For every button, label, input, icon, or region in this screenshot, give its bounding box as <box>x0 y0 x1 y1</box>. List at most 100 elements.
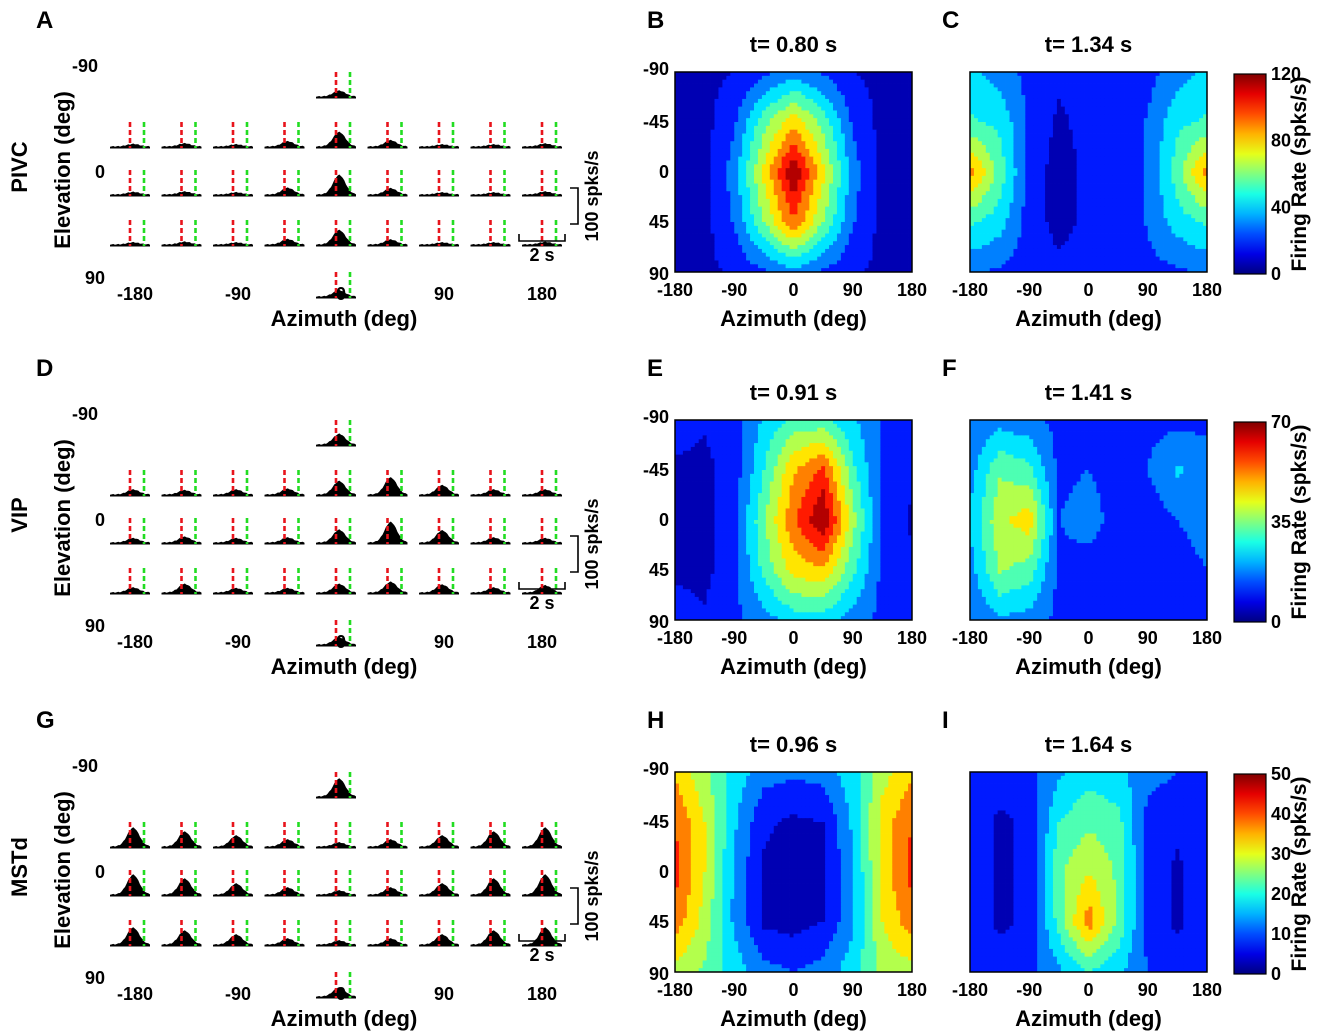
heatmap-cell <box>1072 175 1078 181</box>
heatmap-cell <box>1041 179 1046 184</box>
heatmap-cell <box>686 175 692 181</box>
heatmap-cell <box>856 87 862 92</box>
heatmap-cell <box>864 137 869 142</box>
heatmap-cell <box>1068 148 1074 154</box>
heatmap-cell <box>765 248 771 254</box>
heatmap-cell <box>781 106 786 111</box>
heatmap-cell <box>734 114 739 119</box>
heatmap-cell <box>797 168 802 173</box>
heatmap-cell <box>785 141 790 146</box>
heatmap-cell <box>785 202 790 208</box>
heatmap-cell <box>1009 102 1014 108</box>
heatmap-cell <box>746 237 751 242</box>
heatmap-cell <box>833 191 838 196</box>
heatmap-cell <box>698 87 704 92</box>
heatmap-cell <box>714 195 719 200</box>
heatmap-cell <box>904 168 909 173</box>
heatmap-cell <box>761 122 767 127</box>
heatmap-cell <box>793 260 798 265</box>
heatmap-cell <box>1049 148 1054 154</box>
heatmap-cell <box>675 137 680 142</box>
heatmap-cell <box>809 133 814 138</box>
heatmap-cell <box>738 102 743 108</box>
heatmap-cell <box>904 98 909 104</box>
heatmap-cell <box>1116 175 1121 181</box>
heatmap-cell <box>1199 133 1204 138</box>
heatmap-cell <box>1116 172 1121 177</box>
heatmap-cell <box>698 164 704 169</box>
panel-letter: C <box>942 7 959 34</box>
heatmap-cell <box>856 233 862 238</box>
heatmap-cell <box>698 72 704 77</box>
heatmap-cell <box>773 145 779 150</box>
heatmap-cell <box>1143 164 1149 169</box>
heatmap-cell <box>1151 98 1157 104</box>
heatmap-cell <box>1021 122 1026 127</box>
heatmap-cell <box>718 210 723 215</box>
heatmap-cell <box>876 237 881 242</box>
heatmap-cell <box>833 160 838 165</box>
heatmap-cell <box>718 245 723 250</box>
heatmap-cell <box>765 191 771 196</box>
heatmap-cell <box>989 152 995 158</box>
heatmap-cell <box>686 91 692 96</box>
heatmap-cell <box>757 222 763 227</box>
heatmap-cell <box>793 183 798 188</box>
heatmap-cell <box>872 260 877 265</box>
heatmap-cell <box>675 141 680 146</box>
heatmap-cell <box>1163 137 1168 142</box>
heatmap-cell <box>809 218 814 223</box>
heatmap-cell <box>813 152 818 158</box>
heatmap-cell <box>989 168 995 173</box>
heatmap-cell <box>722 148 727 154</box>
heatmap-cell <box>1171 152 1176 158</box>
heatmap-cell <box>738 125 743 131</box>
heatmap-cell <box>714 233 719 238</box>
heatmap-cell <box>864 229 869 234</box>
heatmap-cell <box>970 172 975 177</box>
heatmap-cell <box>1001 114 1006 119</box>
heatmap-cell <box>1159 122 1164 127</box>
heatmap-cell <box>821 168 826 173</box>
heatmap-cell <box>761 252 767 258</box>
heatmap-cell <box>1108 133 1113 138</box>
heatmap-cell <box>1143 145 1149 150</box>
heatmap-cell <box>896 195 901 200</box>
heatmap-cell <box>840 168 846 173</box>
heatmap-cell <box>1159 106 1164 111</box>
heatmap-cell <box>892 206 897 211</box>
heatmap-cell <box>880 191 885 196</box>
heatmap-cell <box>829 206 834 211</box>
heatmap-cell <box>718 160 723 165</box>
heatmap-cell <box>1064 87 1070 92</box>
heatmap-cell <box>682 87 688 92</box>
heatmap-cell <box>836 260 842 265</box>
heatmap-cell <box>1143 133 1149 138</box>
heatmap-cell <box>829 256 834 261</box>
heatmap-cell <box>730 172 735 177</box>
heatmap-cell <box>872 198 877 204</box>
heatmap-cell <box>833 83 838 88</box>
heatmap-cell <box>888 148 893 154</box>
heatmap-cell <box>797 214 802 219</box>
heatmap-cell <box>848 152 854 158</box>
heatmap-cell <box>765 241 771 246</box>
heatmap-cell <box>985 87 991 92</box>
heatmap-cell <box>1045 168 1050 173</box>
heatmap-cell <box>864 118 869 123</box>
heatmap-cell <box>1009 122 1014 127</box>
heatmap-cell <box>1017 114 1022 119</box>
heatmap-cell <box>872 233 877 238</box>
heatmap-cell <box>675 129 680 134</box>
heatmap-cell <box>821 191 826 196</box>
heatmap-cell <box>722 160 727 165</box>
heatmap-cell <box>742 233 747 238</box>
heatmap-cell <box>872 160 877 165</box>
heatmap-cell <box>726 237 731 242</box>
heatmap-cell <box>1171 141 1176 146</box>
heatmap-cell <box>773 156 779 161</box>
heatmap-cell <box>1116 91 1121 96</box>
heatmap-cell <box>761 152 767 158</box>
heatmap-cell <box>746 98 751 104</box>
heatmap-cell <box>750 179 755 184</box>
